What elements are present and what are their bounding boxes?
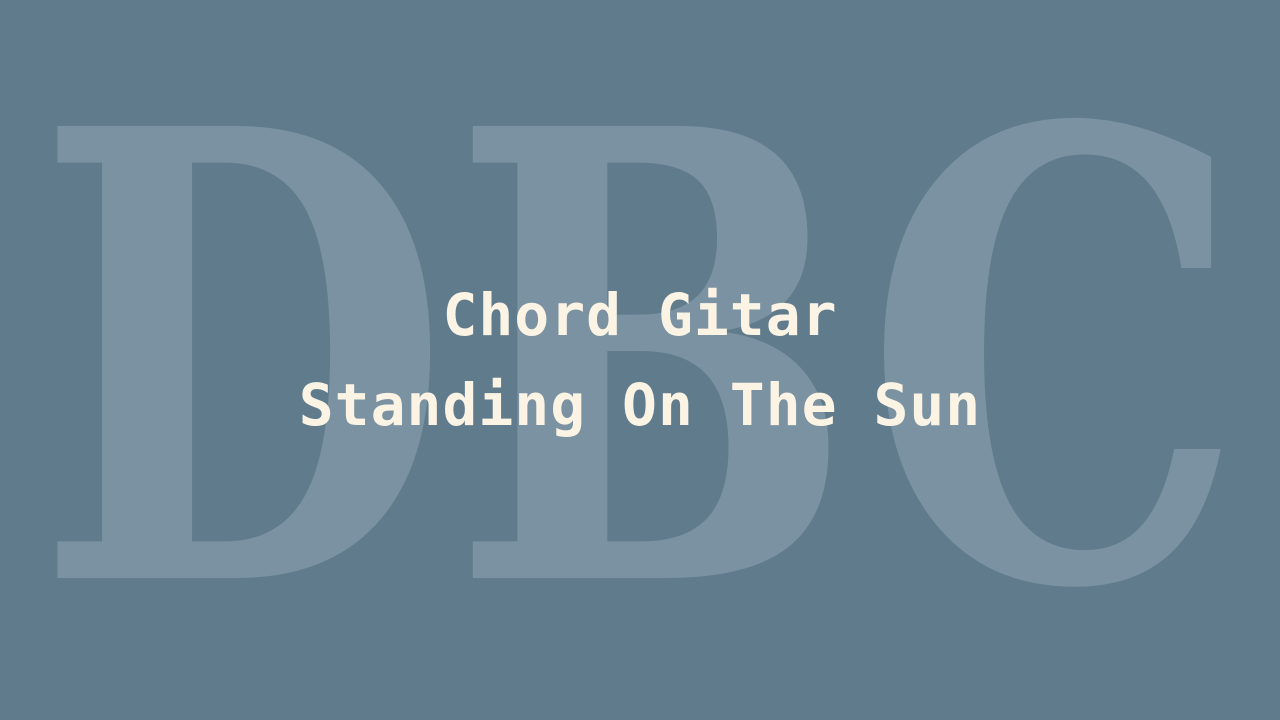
watermark-letters: DBC: [35, 0, 1245, 720]
title-line-1: Chord Gitar: [442, 281, 838, 349]
title-line-2: Standing On The Sun: [298, 371, 982, 439]
